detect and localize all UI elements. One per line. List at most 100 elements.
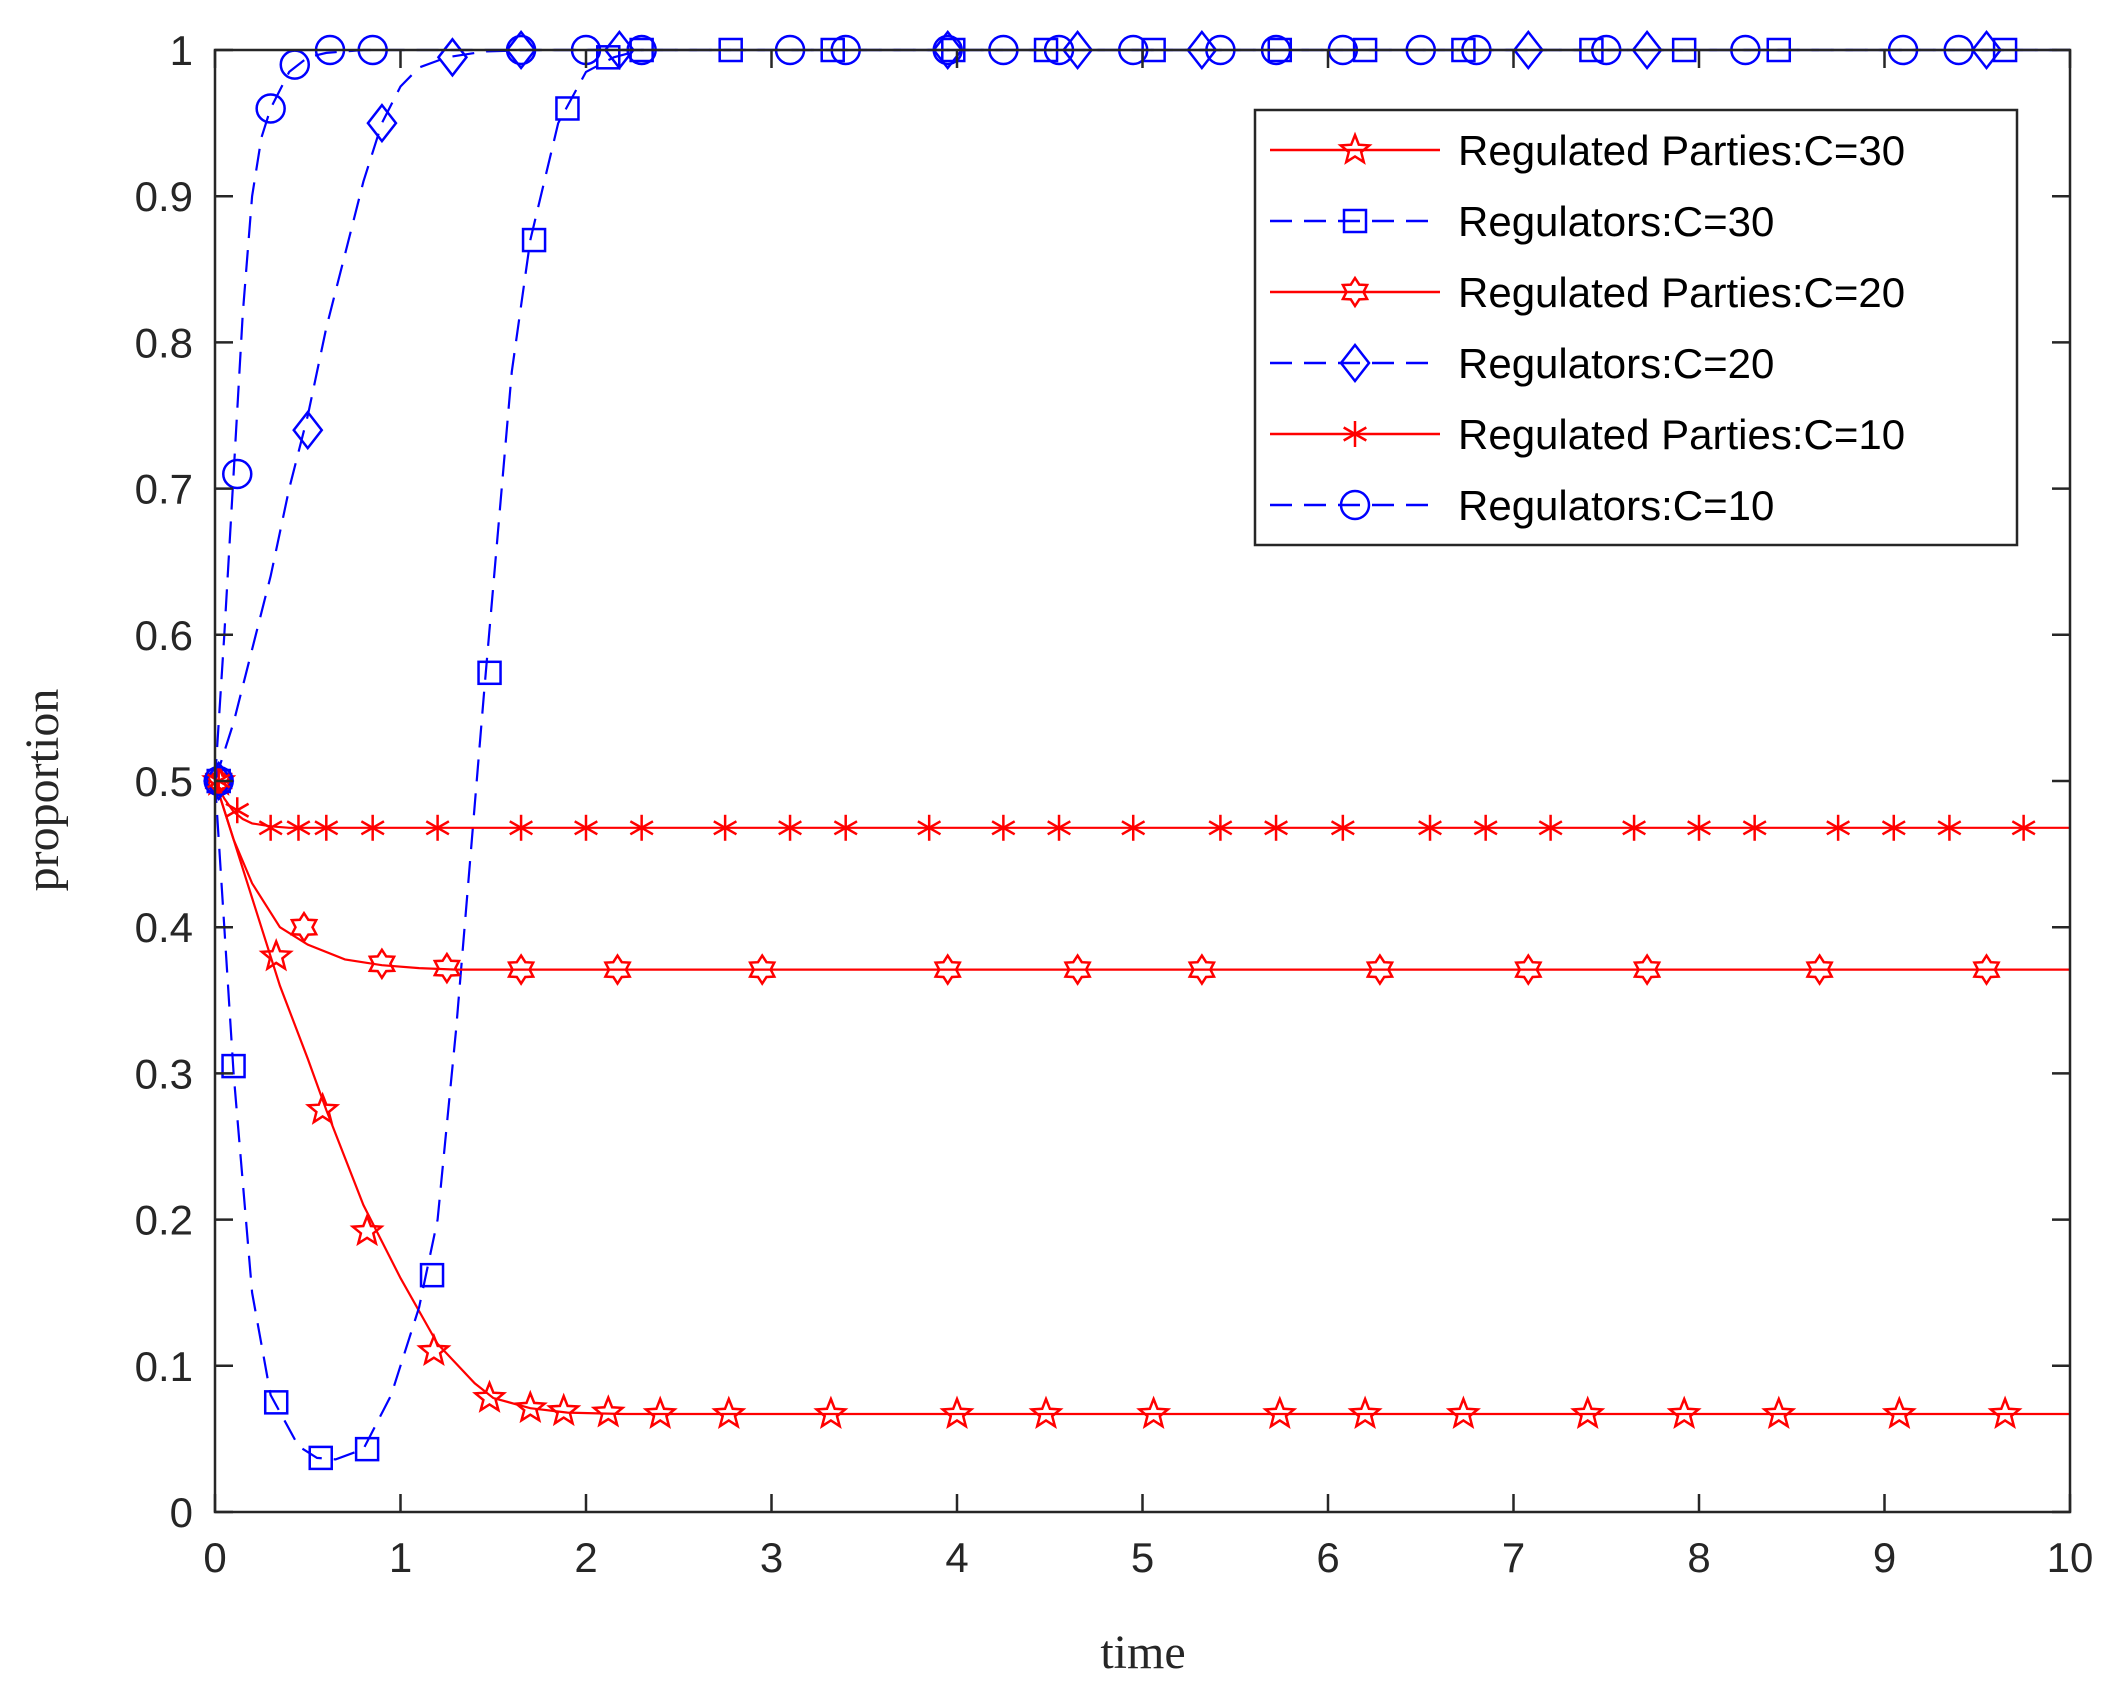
data-point xyxy=(1687,814,1711,841)
data-point xyxy=(419,1262,445,1288)
data-point xyxy=(360,814,385,841)
asterisk-stroke xyxy=(1937,820,1962,836)
x-tick-label: 1 xyxy=(389,1534,412,1581)
data-point xyxy=(1514,953,1543,986)
series-1 xyxy=(201,762,2070,1430)
data-point xyxy=(314,814,339,841)
legend-item: Regulators:C=20 xyxy=(1270,340,1774,387)
data-point xyxy=(1121,814,1146,841)
data-point xyxy=(603,953,632,986)
y-tick-label: 0.3 xyxy=(135,1050,193,1097)
data-point xyxy=(512,1389,548,1424)
data-point xyxy=(1987,1395,2023,1429)
data-point xyxy=(225,797,250,824)
data-point xyxy=(432,951,462,985)
series-5 xyxy=(206,768,2070,841)
data-point xyxy=(521,227,547,253)
legend-label: Regulators:C=30 xyxy=(1458,198,1774,245)
asterisk-stroke xyxy=(1538,820,1563,836)
y-tick-label: 0.1 xyxy=(135,1343,193,1390)
data-point xyxy=(349,1212,385,1247)
data-point xyxy=(1187,953,1216,986)
data-point xyxy=(263,1390,289,1415)
asterisk-stroke xyxy=(425,820,450,836)
y-tick-label: 0.5 xyxy=(135,758,193,805)
data-point xyxy=(1028,1395,1064,1430)
asterisk-stroke xyxy=(1047,820,1071,836)
asterisk-stroke xyxy=(1418,820,1442,836)
data-point xyxy=(425,814,450,841)
data-point xyxy=(1264,814,1288,841)
legend-box xyxy=(1253,108,2019,547)
data-point xyxy=(1365,953,1395,986)
data-point xyxy=(292,410,324,451)
data-point xyxy=(1473,814,1498,841)
asterisk-stroke xyxy=(917,820,942,836)
asterisk-stroke xyxy=(1264,820,1288,836)
asterisk-stroke xyxy=(1826,820,1851,836)
asterisk-stroke xyxy=(1330,820,1355,836)
x-axis-label: time xyxy=(1100,1626,1185,1679)
data-point xyxy=(1937,814,1962,841)
data-point xyxy=(505,29,537,71)
y-tick-label: 1 xyxy=(170,27,193,74)
legend-marker xyxy=(1339,489,1371,521)
y-tick-label: 0.9 xyxy=(135,173,193,220)
legend-marker xyxy=(1342,208,1368,234)
data-point xyxy=(258,814,283,841)
legend-label: Regulated Parties:C=10 xyxy=(1458,411,1905,458)
y-tick-label: 0.6 xyxy=(135,612,193,659)
asterisk-stroke xyxy=(1881,820,1906,836)
asterisk-stroke xyxy=(574,820,598,836)
data-point xyxy=(1208,814,1233,841)
data-point xyxy=(1970,29,2003,71)
x-tick-label: 5 xyxy=(1131,1534,1154,1581)
asterisk-stroke xyxy=(1121,820,1146,836)
series-line xyxy=(213,780,2070,1416)
data-point xyxy=(221,1053,246,1079)
asterisk-stroke xyxy=(286,820,311,836)
series-layer xyxy=(201,29,2070,1471)
data-point xyxy=(939,1395,975,1429)
asterisk-stroke xyxy=(778,820,802,836)
data-point xyxy=(1063,953,1092,986)
data-point xyxy=(436,37,469,78)
data-point xyxy=(1347,1395,1383,1429)
data-point xyxy=(472,1379,508,1413)
data-point xyxy=(507,953,536,986)
legend-label: Regulators:C=10 xyxy=(1458,482,1774,529)
data-point xyxy=(2011,814,2036,841)
asterisk-stroke xyxy=(509,820,534,836)
data-point xyxy=(1881,1395,1917,1430)
data-point xyxy=(305,1091,341,1125)
data-point xyxy=(933,953,962,986)
data-point xyxy=(286,814,311,841)
x-tick-label: 10 xyxy=(2047,1534,2094,1581)
asterisk-stroke xyxy=(1687,820,1711,836)
data-point xyxy=(642,1395,678,1429)
asterisk-stroke xyxy=(1208,820,1233,836)
y-tick-label: 0.8 xyxy=(135,319,193,366)
asterisk-stroke xyxy=(1343,426,1367,442)
legend-marker xyxy=(1337,131,1373,165)
y-tick-label: 0.4 xyxy=(135,904,193,951)
data-point xyxy=(1622,814,1647,841)
series-line xyxy=(214,780,2070,829)
data-point xyxy=(932,29,964,71)
data-point xyxy=(222,458,253,490)
y-tick-label: 0.7 xyxy=(135,466,193,513)
y-axis-label: proportion xyxy=(16,689,69,892)
data-point xyxy=(1047,814,1071,841)
data-point xyxy=(711,1395,747,1430)
data-point xyxy=(748,953,777,986)
y-tick-label: 0.2 xyxy=(135,1197,193,1244)
x-tick-label: 6 xyxy=(1316,1534,1339,1581)
data-point xyxy=(574,814,598,841)
asterisk-stroke xyxy=(2011,820,2036,836)
asterisk-stroke xyxy=(833,820,858,836)
data-point xyxy=(416,1332,452,1367)
data-point xyxy=(1061,29,1094,71)
data-point xyxy=(1742,814,1767,841)
data-point xyxy=(1445,1395,1481,1429)
legend-label: Regulated Parties:C=20 xyxy=(1458,269,1905,316)
